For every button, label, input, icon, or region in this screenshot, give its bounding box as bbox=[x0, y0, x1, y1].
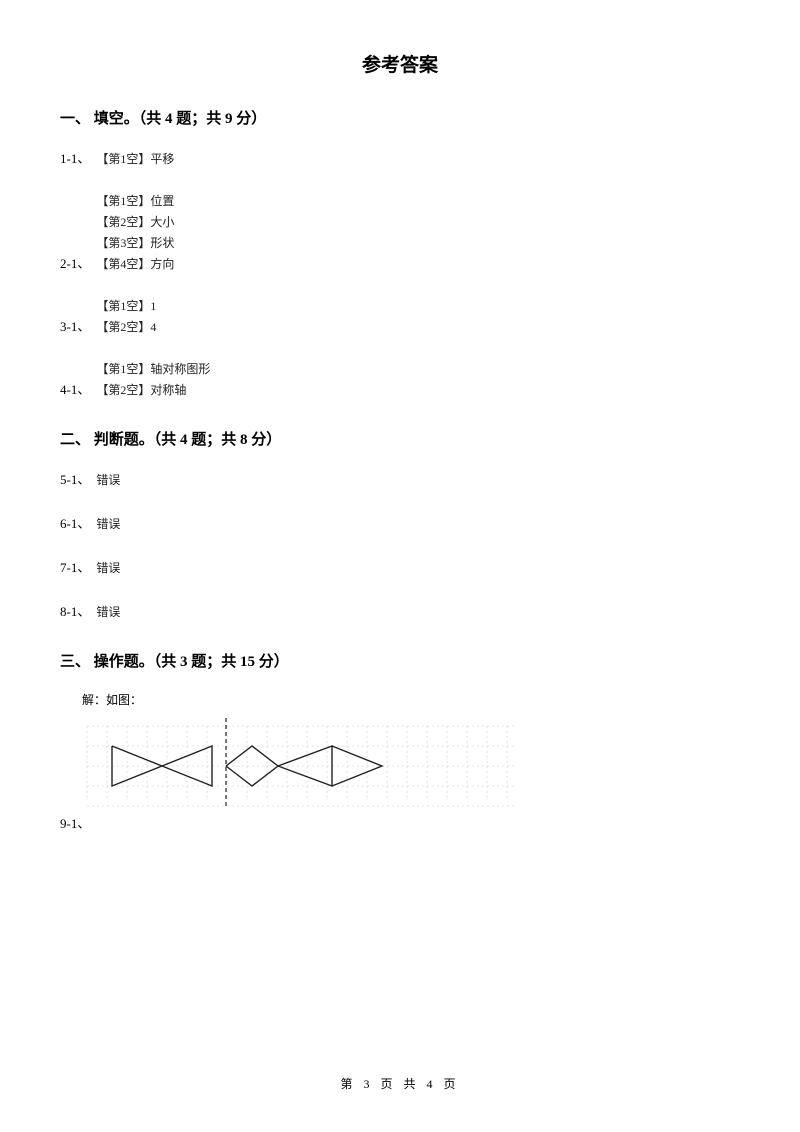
page-footer: 第 3 页 共 4 页 bbox=[0, 1075, 800, 1092]
answer-num: 5-1、 bbox=[60, 469, 90, 488]
section-3-header: 三、 操作题。（共 3 题；共 15 分） bbox=[60, 650, 740, 671]
answer-line: 【第1空】轴对称图形 bbox=[96, 360, 210, 377]
section-1: 一、 填空。（共 4 题；共 9 分） 1-1、 【第1空】平移 2-1、 【第… bbox=[60, 107, 740, 398]
answer-content: 【第1空】1 【第2空】4 bbox=[96, 297, 156, 335]
answer-1-1: 1-1、 【第1空】平移 bbox=[60, 148, 740, 167]
answer-num: 1-1、 bbox=[60, 148, 90, 167]
answer-line: 【第2空】对称轴 bbox=[96, 381, 210, 398]
solution-label: 解：如图： bbox=[82, 691, 740, 708]
answer-content: 错误 bbox=[96, 471, 120, 488]
answer-line: 【第2空】大小 bbox=[96, 213, 174, 230]
answer-line: 【第1空】位置 bbox=[96, 192, 174, 209]
page-title: 参考答案 bbox=[60, 50, 740, 77]
answer-line: 【第3空】形状 bbox=[96, 234, 174, 251]
answer-num: 4-1、 bbox=[60, 379, 90, 398]
answer-line: 错误 bbox=[96, 603, 120, 620]
answer-content: 【第1空】平移 bbox=[96, 150, 174, 167]
answer-5-1: 5-1、 错误 bbox=[60, 469, 740, 488]
answer-num: 3-1、 bbox=[60, 316, 90, 335]
answer-content: 【第1空】位置 【第2空】大小 【第3空】形状 【第4空】方向 bbox=[96, 192, 174, 272]
answer-num: 6-1、 bbox=[60, 513, 90, 532]
answer-num: 9-1、 bbox=[60, 813, 90, 832]
answer-content: 【第1空】轴对称图形 【第2空】对称轴 bbox=[96, 360, 210, 398]
section-2-header: 二、 判断题。（共 4 题；共 8 分） bbox=[60, 428, 740, 449]
answer-3-1: 3-1、 【第1空】1 【第2空】4 bbox=[60, 297, 740, 335]
section-3: 三、 操作题。（共 3 题；共 15 分） 解：如图： 9-1、 bbox=[60, 650, 740, 832]
answer-num: 8-1、 bbox=[60, 601, 90, 620]
answer-4-1: 4-1、 【第1空】轴对称图形 【第2空】对称轴 bbox=[60, 360, 740, 398]
answer-content: 错误 bbox=[96, 515, 120, 532]
answer-line: 【第2空】4 bbox=[96, 318, 156, 335]
answer-line: 错误 bbox=[96, 471, 120, 488]
diagram-container bbox=[82, 718, 740, 808]
section-2: 二、 判断题。（共 4 题；共 8 分） 5-1、 错误 6-1、 错误 7-1… bbox=[60, 428, 740, 620]
answer-line: 【第1空】平移 bbox=[96, 150, 174, 167]
answer-num: 7-1、 bbox=[60, 557, 90, 576]
answer-line: 错误 bbox=[96, 515, 120, 532]
answer-content: 错误 bbox=[96, 603, 120, 620]
answer-line: 错误 bbox=[96, 559, 120, 576]
answer-content: 错误 bbox=[96, 559, 120, 576]
answer-6-1: 6-1、 错误 bbox=[60, 513, 740, 532]
answer-num: 2-1、 bbox=[60, 253, 90, 272]
answer-7-1: 7-1、 错误 bbox=[60, 557, 740, 576]
answer-9-1: 9-1、 bbox=[60, 813, 740, 832]
answer-2-1: 2-1、 【第1空】位置 【第2空】大小 【第3空】形状 【第4空】方向 bbox=[60, 192, 740, 272]
answer-line: 【第1空】1 bbox=[96, 297, 156, 314]
geometry-diagram bbox=[82, 718, 522, 808]
answer-line: 【第4空】方向 bbox=[96, 255, 174, 272]
section-1-header: 一、 填空。（共 4 题；共 9 分） bbox=[60, 107, 740, 128]
answer-8-1: 8-1、 错误 bbox=[60, 601, 740, 620]
